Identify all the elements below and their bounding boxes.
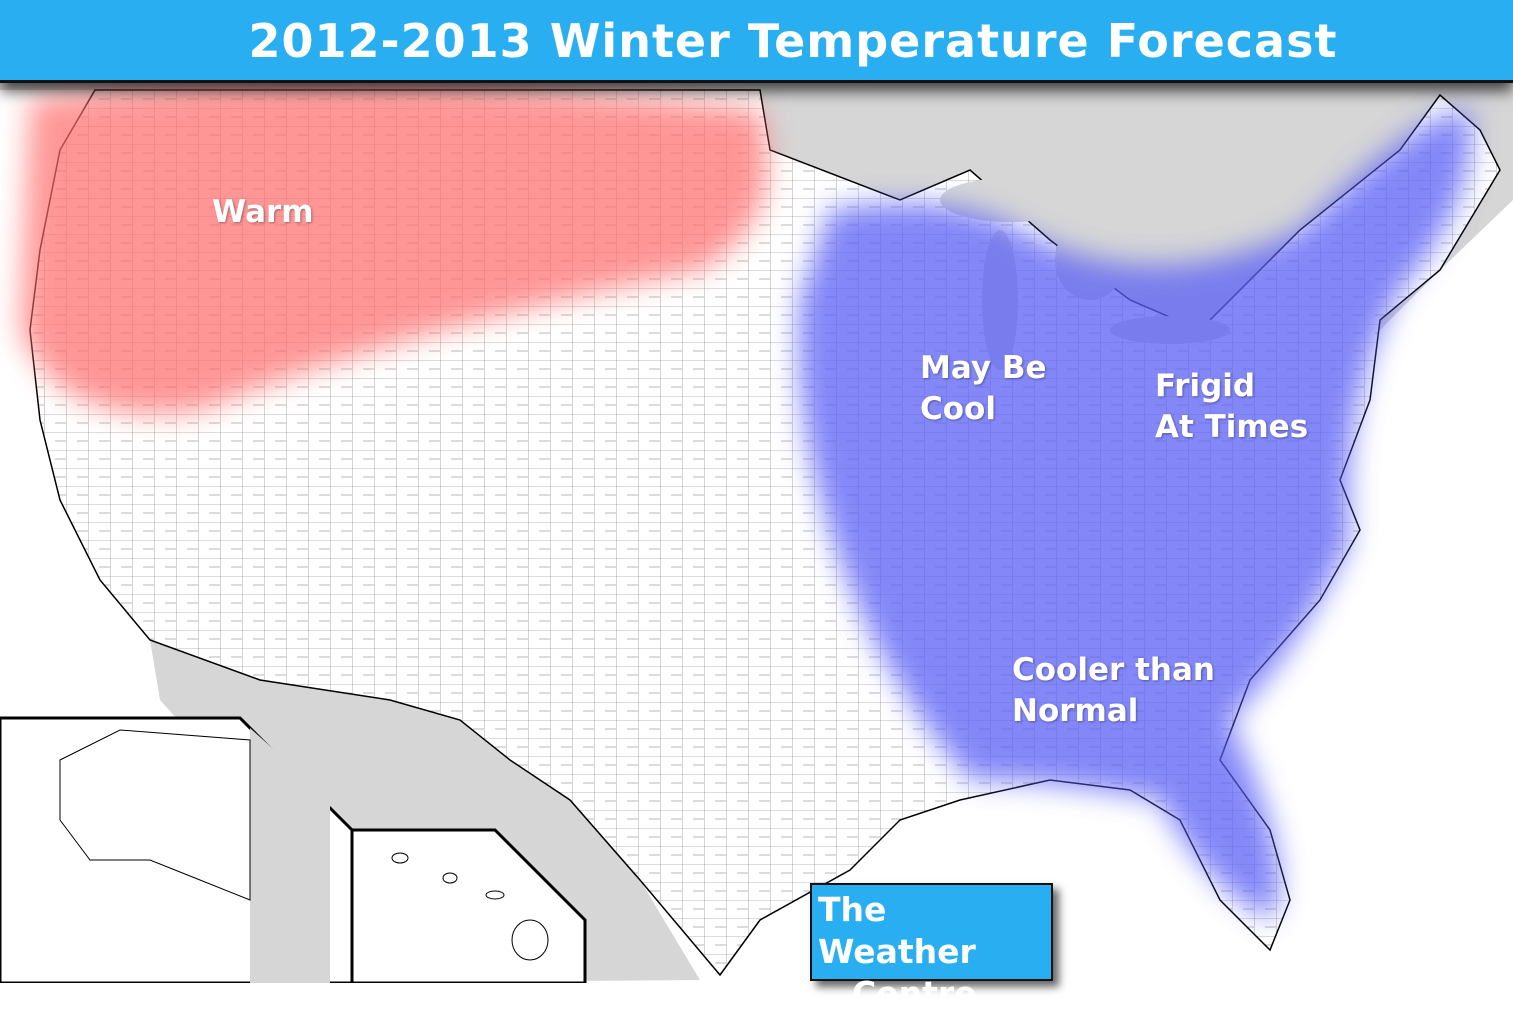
label-line: Cool (920, 391, 996, 427)
warm-region (20, 82, 768, 414)
region-label: Cooler than Normal (1012, 650, 1215, 732)
label-line: May Be (920, 350, 1047, 386)
label-line: Cooler than (1012, 652, 1215, 688)
map-title: 2012-2013 Winter Temperature Forecast (248, 14, 1338, 68)
alaska (59, 729, 251, 901)
map (0, 80, 1513, 983)
cool-region (798, 110, 1472, 920)
region-label: Warm (212, 192, 314, 233)
label-line: Frigid (1155, 368, 1256, 404)
credit-box: The Weather Centre (810, 883, 1053, 1013)
region-label: Frigid At Times (1155, 366, 1308, 448)
canada-inset (250, 728, 330, 983)
page: 2012-2013 Winter Temperature Forecast Wa… (0, 0, 1513, 983)
title-bar: 2012-2013 Winter Temperature Forecast (0, 0, 1513, 83)
label-line: Warm (212, 194, 314, 230)
credit-line: The Weather (818, 890, 976, 971)
hawaii (391, 852, 549, 961)
label-line: Normal (1012, 693, 1139, 729)
lake (940, 178, 1080, 222)
credit-line: Centre (852, 974, 977, 1013)
region-label: May Be Cool (920, 348, 1046, 430)
label-line: At Times (1155, 409, 1309, 445)
